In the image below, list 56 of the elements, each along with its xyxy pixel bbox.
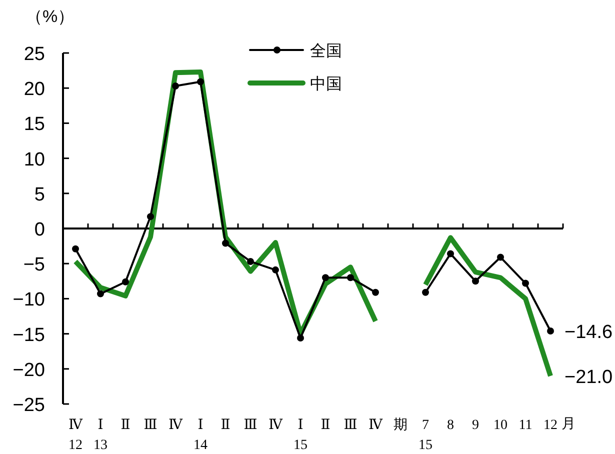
x-tick-label: 9 <box>472 418 479 433</box>
point <box>272 266 279 274</box>
x-tick-label: 7 15 <box>418 418 432 453</box>
x-tick-label: Ⅳ <box>268 418 284 433</box>
y-tick-label: −20 <box>12 360 45 381</box>
y-tick-label: −10 <box>12 290 45 311</box>
x-tick-label: Ⅲ <box>344 418 358 433</box>
x-tick-label: 期 <box>394 417 408 433</box>
legend-label: 全国 <box>310 43 342 60</box>
x-tick-label: Ⅱ <box>120 418 130 433</box>
point <box>447 250 454 258</box>
x-tick-label: Ⅰ 15 <box>294 418 308 453</box>
x-tick-label: Ⅰ 14 <box>194 418 208 453</box>
y-tick-label: 25 <box>24 44 45 65</box>
x-tick-label: Ⅰ 13 <box>94 418 108 453</box>
point <box>197 78 204 86</box>
point <box>172 82 179 90</box>
y-tick-label: −25 <box>12 395 45 416</box>
point <box>347 274 354 282</box>
point <box>247 258 254 265</box>
x-tick-label: Ⅱ <box>320 418 330 433</box>
point <box>372 288 379 296</box>
point <box>422 288 429 296</box>
point <box>147 213 154 220</box>
point <box>72 245 79 252</box>
point <box>297 334 304 342</box>
y-axis-title: （%） <box>25 7 75 26</box>
point <box>472 278 479 285</box>
x-tick-label: 12 <box>544 418 558 433</box>
x-tick-label: Ⅲ <box>244 418 258 433</box>
x-tick-label: Ⅳ <box>368 418 384 433</box>
y-tick-label: −15 <box>12 324 45 346</box>
point <box>497 254 504 261</box>
x-tick-label: Ⅲ <box>144 418 158 433</box>
y-tick-label: 10 <box>24 149 45 170</box>
x-tick-label: Ⅳ 12 <box>68 418 84 453</box>
point <box>122 278 129 286</box>
y-tick-label: 5 <box>34 184 45 206</box>
y-tick-label: 0 <box>34 220 45 240</box>
x-tick-label: Ⅳ <box>168 418 184 433</box>
annotation: −14.6 <box>564 322 613 343</box>
x-tick-label: 8 <box>447 418 454 433</box>
point <box>322 274 329 282</box>
y-tick-label: −5 <box>23 254 45 276</box>
x-axis-title: 月 <box>562 415 576 431</box>
point <box>547 327 554 334</box>
annotation: −21.0 <box>564 366 613 388</box>
y-tick-label: 20 <box>24 79 45 100</box>
legend-label: 中国 <box>310 75 342 93</box>
y-tick-label: 15 <box>24 114 45 136</box>
point <box>222 240 229 247</box>
x-tick-label: 10 <box>494 418 508 433</box>
point <box>522 280 529 287</box>
point <box>97 290 104 298</box>
x-tick-label: Ⅱ <box>220 418 230 433</box>
x-tick-label: 11 <box>518 418 532 433</box>
